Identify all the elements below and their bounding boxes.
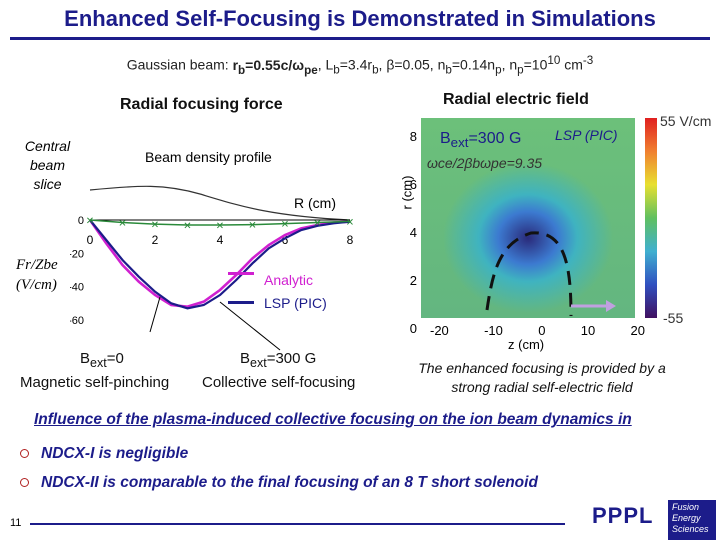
right-panel-heading: Radial electric field xyxy=(443,91,589,108)
colorbar-max-label: 55 V/cm xyxy=(660,113,712,129)
series-point: ✕ xyxy=(281,220,289,231)
slide-title: Enhanced Self-Focusing is Demonstrated i… xyxy=(64,6,656,31)
series-point: ✕ xyxy=(86,216,94,227)
fes-logo: Fusion Energy Sciences xyxy=(668,500,716,540)
colorbar-min-label: -55 xyxy=(663,310,684,326)
magnetic-pinching-caption: Magnetic self-pinching xyxy=(20,374,170,391)
footer-rule xyxy=(30,523,565,525)
bullet-ndcx-1: NDCX-I is negligible xyxy=(20,445,188,463)
series-point: ✕ xyxy=(151,220,159,231)
title-underline xyxy=(10,37,710,40)
beam-density-curve xyxy=(89,185,351,221)
efield-heatmap xyxy=(421,118,635,318)
pppl-logo: PPPL xyxy=(592,503,654,528)
series-point: ✕ xyxy=(118,219,126,230)
y-tick-label: -40 xyxy=(70,282,84,294)
caption-pointers xyxy=(149,296,281,351)
page-number: 11 xyxy=(10,517,22,529)
collective-focusing-caption: Collective self-focusing xyxy=(202,374,356,391)
series-point: ✕ xyxy=(313,219,321,230)
series-line-0 xyxy=(88,219,351,308)
bext-300-label: Bext=300 G xyxy=(240,350,317,370)
colorbar xyxy=(645,118,657,318)
lsp-annotation: LSP (PIC) xyxy=(555,127,618,143)
r-axis-label: R (cm) xyxy=(294,195,336,211)
influence-statement: Influence of the plasma-induced collecti… xyxy=(34,411,632,428)
beam-parameters: Gaussian beam: rb=0.55c/ωpe, Lb=3.4rb, β… xyxy=(126,54,594,77)
focusing-note: The enhanced focusing is provided by a s… xyxy=(418,360,666,395)
beam-density-label: Beam density profile xyxy=(145,149,272,165)
series-line-2 xyxy=(89,219,351,226)
y-tick-label: -20 xyxy=(70,248,84,260)
y-tick-label: -60 xyxy=(70,315,84,327)
force-axis-label: Fr/Zbe (V/cm) xyxy=(16,257,58,293)
heatmap-overlay xyxy=(485,231,616,317)
legend-analytic-swatch xyxy=(228,272,254,275)
y-tick-label: 0 xyxy=(78,215,84,227)
legend-analytic-label: Analytic xyxy=(264,272,314,288)
ratio-annotation: ωce/2βbωpe=9.35 xyxy=(427,155,543,171)
series-line-1 xyxy=(89,219,351,310)
legend-lsp-label: LSP (PIC) xyxy=(264,295,327,311)
series-point: ✕ xyxy=(248,221,256,232)
bext-field-annotation: Bext=300 G xyxy=(440,130,522,151)
bext-zero-label: Bext=0 xyxy=(80,350,124,370)
focusing-contour xyxy=(485,231,573,317)
series-point: ✕ xyxy=(346,217,354,228)
x-tick-label: 4 xyxy=(217,233,224,247)
z-axis-title: z (cm) xyxy=(508,337,545,352)
x-tick-label: 2 xyxy=(152,233,159,247)
bullet-ndcx-2: NDCX-II is comparable to the final focus… xyxy=(20,474,538,492)
x-tick-label: 0 xyxy=(87,233,94,247)
z-ticks: -20 -10 0 10 20 xyxy=(430,323,645,338)
x-tick-label: 6 xyxy=(282,233,289,247)
series-point: ✕ xyxy=(183,221,191,232)
x-tick-label: 8 xyxy=(347,233,354,247)
central-beam-slice-label: Central beam slice xyxy=(24,138,71,192)
legend-lsp-swatch xyxy=(228,301,254,304)
left-panel-heading: Radial focusing force xyxy=(120,96,283,113)
r-ticks: 8 6 4 2 0 xyxy=(409,129,417,336)
series-point: ✕ xyxy=(216,221,224,232)
